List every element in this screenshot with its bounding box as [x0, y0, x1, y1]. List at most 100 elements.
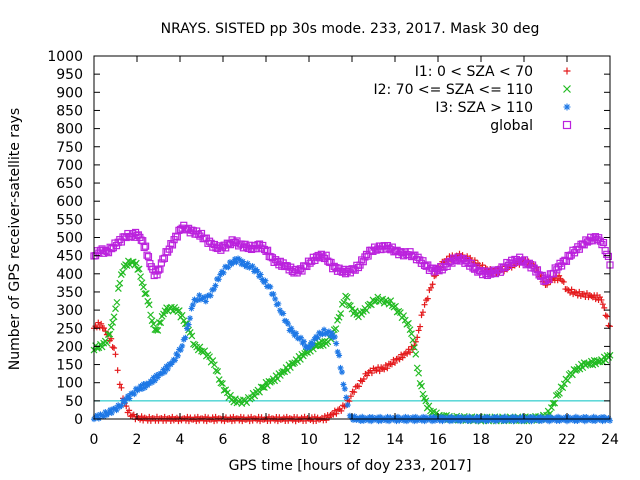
data-point — [528, 418, 535, 425]
legend-marker — [563, 67, 571, 75]
series-3 — [91, 255, 613, 425]
data-point — [516, 414, 523, 421]
data-point — [387, 297, 395, 305]
data-point — [448, 413, 455, 420]
y-tick-label: 550 — [56, 212, 83, 228]
data-point — [556, 417, 563, 424]
data-point — [418, 312, 425, 319]
data-point — [415, 327, 422, 334]
data-point — [116, 381, 123, 388]
data-point — [405, 319, 412, 327]
data-point — [430, 413, 437, 420]
data-point — [394, 413, 401, 420]
data-point — [463, 414, 470, 421]
data-point — [137, 382, 144, 389]
data-point — [421, 301, 428, 308]
legend: I1: 0 < SZA < 70 I2: 70 <= SZA <= 110 I3: … — [373, 64, 572, 134]
data-point — [564, 376, 571, 384]
data-point — [265, 283, 272, 290]
data-point — [112, 305, 119, 313]
data-point — [95, 319, 102, 326]
data-point — [210, 361, 218, 369]
data-point — [344, 402, 351, 409]
data-point — [177, 347, 184, 354]
data-point — [336, 352, 343, 359]
data-point — [142, 289, 150, 297]
data-point — [225, 264, 232, 271]
tick-group: 0501001502002503003504004505005506006507… — [47, 49, 619, 448]
data-point — [188, 305, 195, 312]
data-point — [186, 329, 194, 336]
data-point — [333, 340, 340, 347]
data-point — [512, 414, 519, 421]
data-point — [362, 415, 369, 422]
data-point — [141, 290, 149, 298]
data-point — [519, 413, 526, 420]
data-point — [417, 323, 424, 330]
data-point — [175, 307, 183, 314]
data-point — [140, 283, 147, 291]
data-point — [547, 404, 555, 411]
data-point — [106, 330, 114, 338]
data-point — [392, 302, 399, 310]
data-point — [140, 243, 148, 252]
data-point — [510, 418, 517, 425]
y-tick-label: 0 — [74, 412, 83, 428]
data-point — [109, 344, 116, 351]
data-point — [421, 418, 428, 425]
data-point — [439, 418, 446, 425]
data-point — [551, 399, 559, 407]
y-tick-label: 450 — [56, 249, 83, 265]
data-point — [185, 321, 192, 328]
data-point — [599, 238, 608, 247]
data-point — [495, 416, 502, 423]
data-point — [293, 330, 300, 337]
data-point — [126, 407, 133, 414]
data-point — [525, 417, 532, 424]
data-point — [369, 414, 376, 421]
data-point — [145, 301, 153, 309]
x-tick-label: 14 — [386, 432, 404, 448]
data-point — [321, 326, 328, 333]
data-point — [374, 414, 381, 421]
data-point — [492, 418, 499, 425]
data-point — [183, 325, 190, 332]
series-4 — [90, 221, 614, 285]
data-point — [209, 286, 216, 293]
y-tick-label: 100 — [56, 376, 83, 392]
data-point — [607, 417, 613, 424]
data-point — [179, 342, 186, 349]
data-point — [547, 414, 554, 421]
legend-label: global — [490, 118, 533, 134]
data-point — [331, 407, 338, 414]
data-point — [154, 266, 163, 274]
data-point — [343, 394, 350, 401]
x-tick-label: 12 — [343, 432, 361, 448]
data-point — [273, 301, 280, 308]
data-point — [602, 312, 609, 319]
data-point — [543, 417, 550, 424]
data-point — [283, 318, 290, 325]
data-point — [419, 390, 427, 398]
data-point — [328, 330, 335, 337]
data-point — [368, 370, 375, 377]
data-point — [587, 415, 594, 422]
data-point — [457, 418, 464, 425]
data-point — [212, 282, 219, 289]
y-tick-label: 50 — [65, 394, 83, 410]
data-point — [327, 332, 334, 339]
x-tick-label: 16 — [429, 432, 447, 448]
data-point — [569, 415, 576, 422]
data-point — [300, 338, 307, 345]
data-point — [567, 289, 574, 296]
data-point — [233, 259, 240, 266]
data-point — [592, 418, 599, 425]
data-point — [581, 418, 588, 425]
data-point — [143, 251, 151, 259]
data-point — [123, 395, 130, 402]
data-point — [271, 417, 278, 424]
data-point — [383, 417, 390, 424]
x-tick-label: 6 — [219, 432, 228, 448]
data-point — [335, 313, 343, 321]
data-point — [338, 407, 345, 414]
